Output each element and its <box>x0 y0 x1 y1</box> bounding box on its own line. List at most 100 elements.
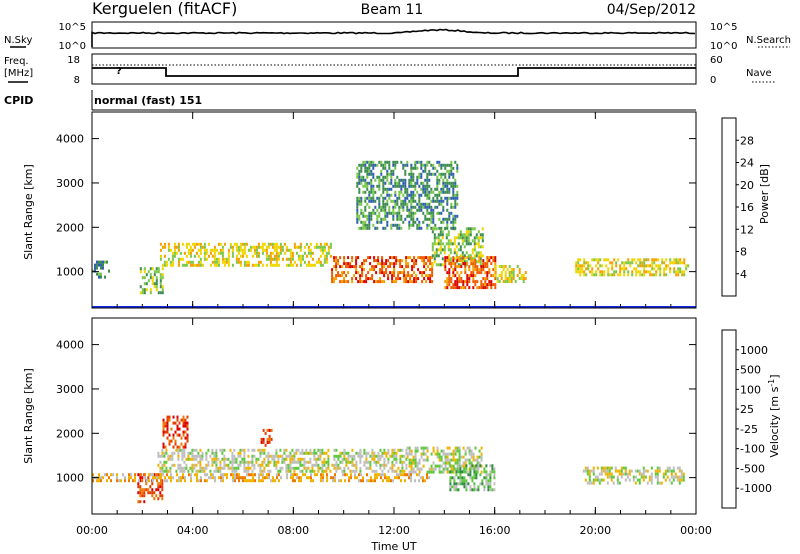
echo-cell <box>621 267 624 271</box>
echo-cell <box>279 469 282 473</box>
echo-cell <box>213 263 216 267</box>
echo-cell <box>462 286 465 290</box>
echo-cell <box>388 208 391 212</box>
echo-cell <box>443 251 446 255</box>
echo-cell <box>289 457 292 461</box>
echo-cell <box>410 190 413 194</box>
echo-cell <box>390 175 393 179</box>
echo-cell <box>450 467 453 471</box>
echo-cell <box>512 268 515 271</box>
echo-cell <box>410 169 413 173</box>
echo-cell <box>457 263 460 267</box>
echo-cell <box>159 491 162 495</box>
echo-cell <box>447 254 450 258</box>
echo-cell <box>141 491 144 495</box>
echo-cell <box>199 469 202 473</box>
echo-cell <box>453 467 456 471</box>
echo-cell <box>454 286 457 290</box>
echo-cell <box>143 500 146 504</box>
echo-cell <box>367 460 370 464</box>
echo-cell <box>379 448 382 452</box>
echo-cell <box>343 469 346 473</box>
echo-cell <box>151 482 154 486</box>
echo-cell <box>439 239 442 243</box>
echo-cell <box>393 463 396 467</box>
echo-cell <box>267 457 270 461</box>
echo-cell <box>436 196 439 200</box>
echo-cell <box>247 463 250 467</box>
echo-cell <box>454 226 457 230</box>
echo-cell <box>275 245 278 249</box>
echo-cell <box>163 260 166 264</box>
echo-cell <box>212 473 214 477</box>
echo-cell <box>442 220 445 224</box>
echo-cell <box>404 178 407 182</box>
echo-cell <box>222 476 224 480</box>
echo-cell <box>414 479 416 483</box>
echo-cell <box>189 245 192 249</box>
echo-cell <box>579 258 582 262</box>
echo-cell <box>235 466 238 470</box>
echo-cell <box>283 460 286 464</box>
echo-cell <box>454 446 457 450</box>
echo-cell <box>219 469 222 473</box>
echo-cell <box>401 460 404 464</box>
echo-cell <box>400 160 403 164</box>
echo-cell <box>427 256 430 260</box>
echo-cell <box>466 446 469 450</box>
echo-cell <box>603 273 606 277</box>
echo-cell <box>414 163 417 167</box>
echo-cell <box>412 196 415 200</box>
echo-cell <box>262 437 265 441</box>
echo-cell <box>386 190 389 194</box>
echo-cell <box>461 251 464 255</box>
echo-cell <box>413 277 416 281</box>
echo-cell <box>406 160 409 164</box>
echo-cell <box>403 469 406 473</box>
echo-cell <box>381 454 384 458</box>
echo-cell <box>283 457 286 461</box>
echo-cell <box>259 463 262 467</box>
echo-cell <box>163 454 166 458</box>
echo-cell <box>478 271 481 275</box>
echo-cell <box>642 478 645 482</box>
echo-cell <box>366 166 369 170</box>
echo-cell <box>389 454 392 458</box>
echo-cell <box>583 273 586 277</box>
echo-cell <box>412 455 415 459</box>
echo-cell <box>368 163 371 167</box>
echo-cell <box>263 457 266 461</box>
echo-cell <box>430 190 433 194</box>
echo-cell <box>481 482 484 486</box>
echo-cell <box>401 469 404 473</box>
echo-cell <box>368 190 371 194</box>
echo-cell <box>273 457 276 461</box>
echo-cell <box>379 457 382 461</box>
echo-cell <box>184 442 187 446</box>
echo-cell <box>608 472 611 476</box>
echo-cell <box>422 476 424 480</box>
echo-cell <box>225 457 228 461</box>
echo-cell <box>449 470 452 474</box>
echo-cell <box>405 277 408 281</box>
echo-cell <box>385 451 388 455</box>
echo-cell <box>380 169 383 173</box>
echo-cell <box>281 257 284 261</box>
echo-cell <box>357 454 360 458</box>
echo-cell <box>408 178 411 182</box>
echo-cell <box>405 466 408 470</box>
echo-cell <box>390 172 393 176</box>
echo-cell <box>606 472 609 476</box>
echo-cell <box>437 233 440 237</box>
echo-cell <box>623 273 626 277</box>
echo-cell <box>265 263 268 267</box>
echo-cell <box>168 442 171 446</box>
echo-cell <box>364 226 367 230</box>
echo-cell <box>359 448 362 452</box>
echo-cell <box>575 270 578 274</box>
echo-cell <box>408 226 411 230</box>
echo-cell <box>273 454 276 458</box>
echo-cell <box>475 476 478 480</box>
echo-cell <box>372 199 375 203</box>
